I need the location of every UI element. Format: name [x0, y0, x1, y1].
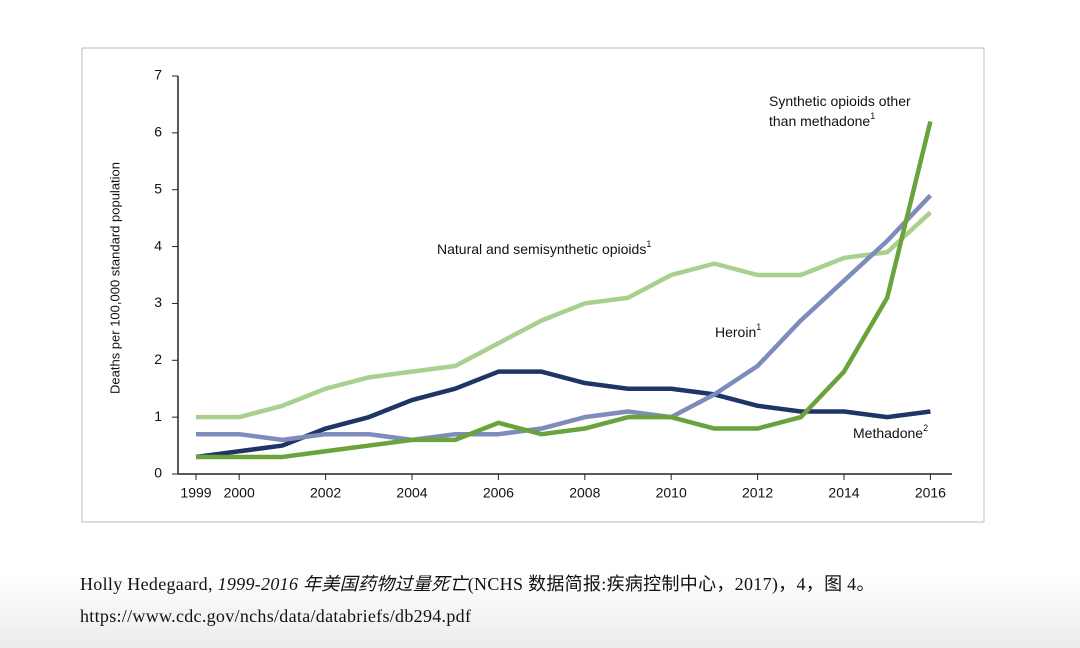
- series-label: Heroin1: [715, 322, 761, 339]
- y-tick-label: 3: [154, 294, 162, 310]
- y-tick-label: 6: [154, 124, 162, 140]
- x-tick-label: 2014: [828, 485, 859, 501]
- series-line: [196, 120, 933, 460]
- x-tick-label: 2002: [310, 485, 341, 501]
- series-name: Methadone: [853, 425, 923, 441]
- series-label: Methadone2: [853, 423, 928, 440]
- x-tick-label: 2012: [742, 485, 773, 501]
- y-axis-label: Deaths per 100,000 standard population: [107, 162, 122, 394]
- y-tick-label: 0: [154, 465, 162, 481]
- x-tick-label: 2000: [224, 485, 255, 501]
- series-label: Natural and semisynthetic opioids1: [437, 239, 651, 256]
- x-tick-label: 2004: [396, 485, 427, 501]
- y-tick-label: 7: [154, 67, 162, 83]
- x-tick-label: 2006: [483, 485, 514, 501]
- series-name: Heroin: [715, 324, 756, 340]
- series-marker: 1: [870, 111, 875, 121]
- chart-frame: [81, 47, 985, 523]
- chart: Deaths per 100,000 standard population 0…: [81, 47, 985, 523]
- x-tick-label: 2008: [569, 485, 600, 501]
- y-tick-label: 5: [154, 180, 162, 196]
- series-marker: 2: [923, 423, 928, 433]
- x-tick-label: 1999: [180, 485, 211, 501]
- series-label: Synthetic opioids other than methadone1: [769, 93, 911, 129]
- series-name-cont: than methadone: [769, 113, 870, 129]
- caption-title: 1999-2016 年美国药物过量死亡: [217, 574, 468, 594]
- y-tick-label: 2: [154, 351, 162, 367]
- series-marker: 1: [646, 239, 651, 249]
- series-marker: 1: [756, 322, 761, 332]
- x-tick-label: 2010: [656, 485, 687, 501]
- series-line: [196, 210, 932, 420]
- y-tick-label: 4: [154, 237, 162, 253]
- series-line: [196, 193, 933, 443]
- caption-url: https://www.cdc.gov/nchs/data/databriefs…: [80, 606, 472, 626]
- y-tick-label: 1: [154, 408, 162, 424]
- caption: Holly Hedegaard, 1999-2016 年美国药物过量死亡(NCH…: [80, 570, 875, 596]
- x-tick-label: 2016: [915, 485, 946, 501]
- caption-author: Holly Hedegaard,: [80, 574, 218, 594]
- series-name: Natural and semisynthetic opioids: [437, 241, 646, 257]
- series-name: Synthetic opioids other: [769, 93, 911, 109]
- caption-source: (NCHS 数据简报:疾病控制中心，2017)，4，图 4。: [467, 574, 875, 594]
